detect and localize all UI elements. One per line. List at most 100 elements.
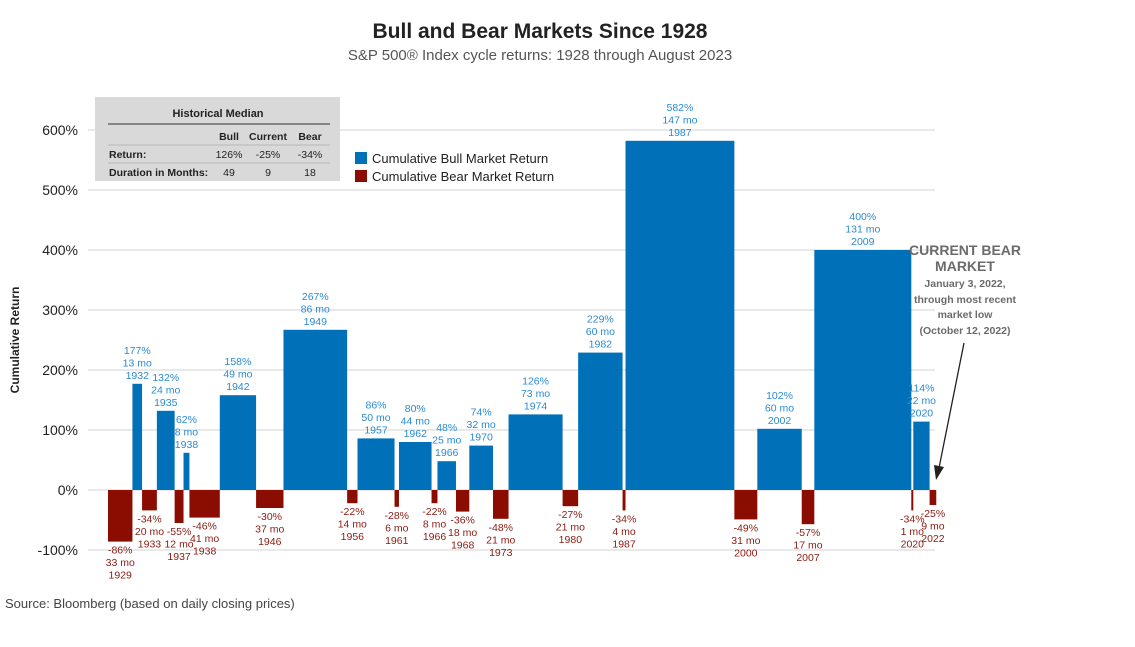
bear-data-label-return: -48% xyxy=(489,522,514,534)
bear-bar-2007 xyxy=(801,490,815,525)
annotation-body-line: market low xyxy=(938,309,994,321)
bull-data-label-return: 132% xyxy=(152,372,179,384)
bear-bar-1933 xyxy=(142,490,157,511)
bear-bar-1946 xyxy=(256,490,284,508)
bars xyxy=(108,140,937,542)
bear-bar-1968 xyxy=(455,490,470,512)
bull-data-label-months: 50 mo xyxy=(361,412,390,424)
annotation-arrow-line xyxy=(938,342,965,469)
bear-bar-2000 xyxy=(734,490,758,520)
bear-data-label-return: -34% xyxy=(900,513,925,525)
median-table-title: Historical Median xyxy=(172,108,263,120)
bear-bar-1938 xyxy=(189,490,220,518)
source-note: Source: Bloomberg (based on daily closin… xyxy=(5,596,295,611)
bull-data-label-return: 177% xyxy=(124,345,151,357)
bull-data-label-return: 400% xyxy=(849,211,876,223)
bull-data-label-year: 2020 xyxy=(910,408,934,420)
annotation-body-line: through most recent xyxy=(914,294,1017,306)
bear-bar-2022 xyxy=(929,490,937,505)
bear-bar-1987 xyxy=(622,490,626,511)
bull-data-label-months: 73 mo xyxy=(521,388,550,400)
bull-bar-1949 xyxy=(283,329,348,490)
bear-data-label-year: 1938 xyxy=(193,546,217,558)
bear-data-label-year: 1929 xyxy=(109,570,133,582)
bull-data-label-return: 229% xyxy=(587,314,614,326)
bear-data-label-return: -86% xyxy=(108,545,133,557)
bull-data-label-return: 102% xyxy=(766,390,793,402)
bull-bar-2020 xyxy=(913,421,930,490)
median-row-return-label: Return: xyxy=(109,149,146,161)
bear-data-label-months: 1 mo xyxy=(901,526,925,538)
median-return-bull: 126% xyxy=(216,149,243,161)
bear-bar-1956 xyxy=(347,490,358,504)
bull-data-label-year: 2009 xyxy=(851,236,875,248)
bull-data-label-year: 2002 xyxy=(768,415,792,427)
bull-data-label-return: 114% xyxy=(908,383,934,395)
bull-bar-1938 xyxy=(183,452,190,490)
bull-data-label-year: 1935 xyxy=(154,397,178,409)
bull-data-label-months: 86 mo xyxy=(301,303,330,315)
bull-data-label-return: 80% xyxy=(405,403,426,415)
bear-data-label-months: 21 mo xyxy=(556,522,585,534)
bear-data-label-months: 6 mo xyxy=(385,522,409,534)
bear-data-label-months: 31 mo xyxy=(731,535,760,547)
bull-data-label-year: 1932 xyxy=(126,370,150,382)
bear-data-label-year: 1968 xyxy=(451,540,475,552)
bull-data-label-return: 74% xyxy=(471,407,492,419)
bear-data-label-year: 1973 xyxy=(489,547,513,559)
bull-bar-2009 xyxy=(814,250,912,490)
bear-data-label-year: 2007 xyxy=(796,552,820,564)
bear-data-label-return: -28% xyxy=(384,510,409,522)
bear-data-label-return: -27% xyxy=(558,509,583,521)
bull-bar-1982 xyxy=(578,352,623,490)
median-col-current: Current xyxy=(249,131,287,143)
bull-data-label-year: 1987 xyxy=(668,127,692,139)
legend-label-bear: Cumulative Bear Market Return xyxy=(372,169,554,184)
bear-bar-1961 xyxy=(394,490,399,507)
bull-data-label-return: 267% xyxy=(302,291,329,303)
y-tick-label: 200% xyxy=(42,362,78,378)
bear-data-label-months: 14 mo xyxy=(338,519,367,531)
bear-data-label-year: 1937 xyxy=(167,551,191,563)
median-duration-current: 9 xyxy=(265,167,271,179)
bull-bar-1932 xyxy=(132,383,143,490)
historical-median-table: Historical Median Bull Current Bear Retu… xyxy=(95,97,340,181)
bull-bar-2002 xyxy=(757,428,802,490)
bull-data-label-return: 582% xyxy=(667,102,694,114)
y-tick-label: 600% xyxy=(42,122,78,138)
y-axis-ticks: -100% 0% 100% 200% 300% 400% 500% 600% xyxy=(38,122,78,558)
annotation-title-line: MARKET xyxy=(935,258,995,274)
bull-bar-1935 xyxy=(156,410,175,490)
bull-data-label-year: 1949 xyxy=(304,316,328,328)
legend-label-bull: Cumulative Bull Market Return xyxy=(372,151,548,166)
bull-data-label-return: 126% xyxy=(522,375,549,387)
arrow-head-icon xyxy=(934,465,944,480)
bull-data-label-year: 1942 xyxy=(226,381,250,393)
bull-data-label-months: 60 mo xyxy=(586,326,615,338)
bear-data-label-year: 2022 xyxy=(921,533,945,545)
bull-data-label-year: 1957 xyxy=(364,424,388,436)
bear-data-label-return: -22% xyxy=(340,506,365,518)
chart-subtitle: S&P 500® Index cycle returns: 1928 throu… xyxy=(348,47,732,64)
bear-data-label-return: -25% xyxy=(921,508,946,520)
bull-data-label-year: 1970 xyxy=(469,432,493,444)
bull-bar-1962 xyxy=(398,442,432,490)
bear-data-label-months: 12 mo xyxy=(164,539,193,551)
bear-data-label-months: 41 mo xyxy=(190,533,219,545)
chart-title: Bull and Bear Markets Since 1928 xyxy=(373,20,708,43)
bull-data-label-months: 32 mo xyxy=(467,419,496,431)
bull-data-label-return: 86% xyxy=(366,399,387,411)
bear-data-label-year: 2000 xyxy=(734,547,758,559)
bear-data-label-months: 17 mo xyxy=(793,540,822,552)
bull-data-label-months: 24 mo xyxy=(151,384,180,396)
bear-data-label-year: 1933 xyxy=(138,538,162,550)
bear-data-label-year: 1956 xyxy=(341,531,365,543)
bull-data-label-year: 1938 xyxy=(175,439,199,451)
bull-data-label-months: 147 mo xyxy=(662,114,697,126)
bear-data-label-return: -30% xyxy=(258,511,283,523)
bear-data-label-return: -49% xyxy=(734,522,759,534)
bull-data-label-months: 44 mo xyxy=(401,416,430,428)
bear-data-label-year: 1980 xyxy=(559,534,583,546)
median-table-background xyxy=(95,97,340,181)
y-tick-label: 400% xyxy=(42,242,78,258)
